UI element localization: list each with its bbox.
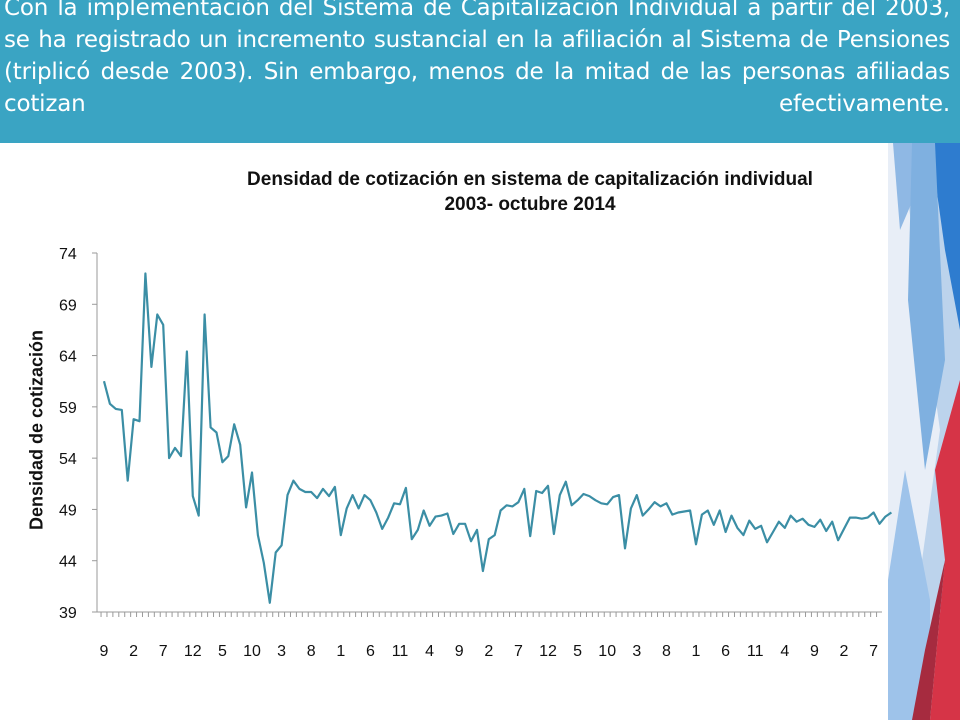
x-tick-label: 9	[100, 643, 109, 660]
series-line	[102, 272, 893, 604]
x-tick-label: 5	[573, 643, 582, 660]
y-tick-label: 69	[59, 297, 77, 314]
y-tick-label: 74	[59, 246, 77, 263]
y-tick-label: 54	[59, 451, 77, 468]
x-tick-label: 4	[425, 643, 434, 660]
y-tick-label: 39	[59, 605, 77, 622]
x-tick-label: 11	[747, 643, 764, 660]
y-tick-label: 59	[59, 400, 77, 417]
slide-banner: Con la implementación del Sistema de Cap…	[0, 0, 960, 143]
x-tick-label: 1	[692, 643, 701, 660]
x-tick-label: 7	[869, 643, 878, 660]
x-tick-label: 3	[632, 643, 641, 660]
x-tick-label: 5	[218, 643, 227, 660]
x-tick-label: 4	[780, 643, 789, 660]
slide-text: Con la implementación del Sistema de Cap…	[4, 0, 950, 117]
chart-title: Densidad de cotización en sistema de cap…	[130, 167, 930, 217]
x-tick-label: 12	[539, 643, 557, 660]
x-tick-label: 7	[159, 643, 168, 660]
x-tick-label: 6	[366, 643, 375, 660]
x-tick-label: 8	[307, 643, 316, 660]
x-tick-label: 11	[392, 643, 409, 660]
x-tick-label: 9	[810, 643, 819, 660]
x-tick-label: 1	[336, 643, 345, 660]
x-tick-label: 10	[243, 643, 261, 660]
chart-subtitle: 2003- octubre 2014	[444, 194, 616, 215]
x-tick-label: 7	[514, 643, 523, 660]
y-tick-label: 49	[59, 502, 77, 519]
y-tick-label: 44	[59, 554, 77, 571]
x-tick-label: 6	[721, 643, 730, 660]
x-tick-label: 10	[598, 643, 616, 660]
x-tick-label: 3	[277, 643, 286, 660]
x-tick-label: 2	[840, 643, 849, 660]
x-tick-label: 2	[129, 643, 138, 660]
chart-title-line: Densidad de cotización en sistema de cap…	[247, 169, 813, 190]
x-tick-label: 9	[455, 643, 464, 660]
x-tick-label: 2	[484, 643, 493, 660]
x-tick-label: 12	[184, 643, 202, 660]
x-tick-label: 8	[662, 643, 671, 660]
y-tick-label: 64	[59, 349, 77, 366]
